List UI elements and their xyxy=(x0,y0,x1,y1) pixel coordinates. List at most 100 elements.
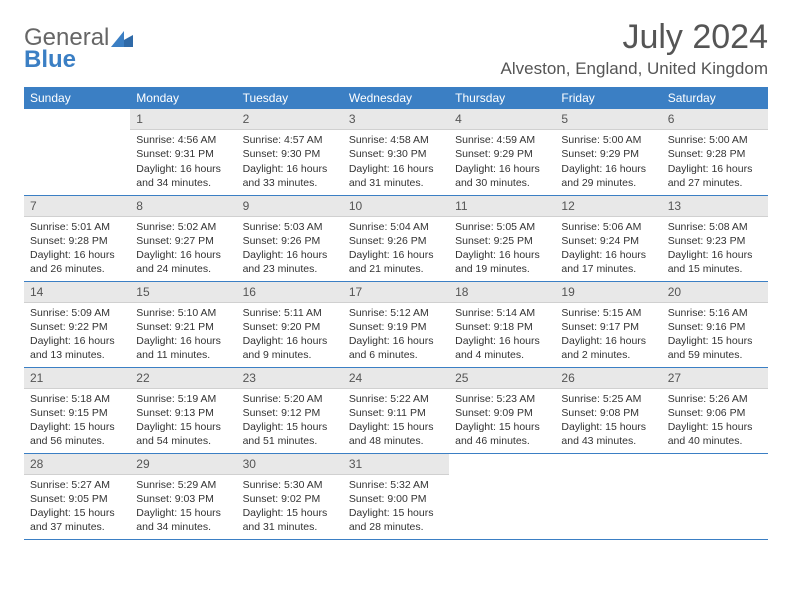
sunrise-text: Sunrise: 5:22 AM xyxy=(349,392,443,406)
day-body: Sunrise: 5:16 AMSunset: 9:16 PMDaylight:… xyxy=(662,303,768,367)
day-number: 16 xyxy=(237,282,343,303)
day-body: Sunrise: 5:18 AMSunset: 9:15 PMDaylight:… xyxy=(24,389,130,453)
day-body: Sunrise: 5:19 AMSunset: 9:13 PMDaylight:… xyxy=(130,389,236,453)
day-body: Sunrise: 5:27 AMSunset: 9:05 PMDaylight:… xyxy=(24,475,130,539)
sunset-text: Sunset: 9:09 PM xyxy=(455,406,549,420)
day-body: Sunrise: 5:14 AMSunset: 9:18 PMDaylight:… xyxy=(449,303,555,367)
day-number: 14 xyxy=(24,282,130,303)
sunrise-text: Sunrise: 5:09 AM xyxy=(30,306,124,320)
day-number: 18 xyxy=(449,282,555,303)
day-number: 2 xyxy=(237,109,343,130)
day-body: Sunrise: 5:01 AMSunset: 9:28 PMDaylight:… xyxy=(24,217,130,281)
day-cell: 21Sunrise: 5:18 AMSunset: 9:15 PMDayligh… xyxy=(24,367,130,453)
sunrise-text: Sunrise: 5:11 AM xyxy=(243,306,337,320)
day-cell: 19Sunrise: 5:15 AMSunset: 9:17 PMDayligh… xyxy=(555,281,661,367)
daylight-text: Daylight: 15 hours and 43 minutes. xyxy=(561,420,655,448)
header: GeneralBlue July 2024 Alveston, England,… xyxy=(24,18,768,79)
sunset-text: Sunset: 9:27 PM xyxy=(136,234,230,248)
sunrise-text: Sunrise: 4:58 AM xyxy=(349,133,443,147)
day-cell: 27Sunrise: 5:26 AMSunset: 9:06 PMDayligh… xyxy=(662,367,768,453)
daylight-text: Daylight: 16 hours and 19 minutes. xyxy=(455,248,549,276)
day-body: Sunrise: 5:12 AMSunset: 9:19 PMDaylight:… xyxy=(343,303,449,367)
daylight-text: Daylight: 15 hours and 56 minutes. xyxy=(30,420,124,448)
daylight-text: Daylight: 16 hours and 2 minutes. xyxy=(561,334,655,362)
day-cell: 15Sunrise: 5:10 AMSunset: 9:21 PMDayligh… xyxy=(130,281,236,367)
day-number: 29 xyxy=(130,454,236,475)
day-number: 23 xyxy=(237,368,343,389)
sunset-text: Sunset: 9:15 PM xyxy=(30,406,124,420)
day-cell: 10Sunrise: 5:04 AMSunset: 9:26 PMDayligh… xyxy=(343,195,449,281)
day-cell xyxy=(662,453,768,539)
daylight-text: Daylight: 15 hours and 59 minutes. xyxy=(668,334,762,362)
day-cell: 17Sunrise: 5:12 AMSunset: 9:19 PMDayligh… xyxy=(343,281,449,367)
day-header: Saturday xyxy=(662,87,768,109)
day-number: 6 xyxy=(662,109,768,130)
calendar-week-row: 14Sunrise: 5:09 AMSunset: 9:22 PMDayligh… xyxy=(24,281,768,367)
daylight-text: Daylight: 16 hours and 23 minutes. xyxy=(243,248,337,276)
day-cell: 23Sunrise: 5:20 AMSunset: 9:12 PMDayligh… xyxy=(237,367,343,453)
day-number: 4 xyxy=(449,109,555,130)
daylight-text: Daylight: 15 hours and 46 minutes. xyxy=(455,420,549,448)
day-number: 13 xyxy=(662,196,768,217)
daylight-text: Daylight: 16 hours and 26 minutes. xyxy=(30,248,124,276)
day-body: Sunrise: 5:06 AMSunset: 9:24 PMDaylight:… xyxy=(555,217,661,281)
sunset-text: Sunset: 9:11 PM xyxy=(349,406,443,420)
sunrise-text: Sunrise: 5:16 AM xyxy=(668,306,762,320)
day-body: Sunrise: 5:02 AMSunset: 9:27 PMDaylight:… xyxy=(130,217,236,281)
day-number: 12 xyxy=(555,196,661,217)
sunset-text: Sunset: 9:22 PM xyxy=(30,320,124,334)
daylight-text: Daylight: 16 hours and 31 minutes. xyxy=(349,162,443,190)
sunset-text: Sunset: 9:20 PM xyxy=(243,320,337,334)
day-body: Sunrise: 5:03 AMSunset: 9:26 PMDaylight:… xyxy=(237,217,343,281)
day-number: 3 xyxy=(343,109,449,130)
calendar-body: 1Sunrise: 4:56 AMSunset: 9:31 PMDaylight… xyxy=(24,109,768,539)
day-header: Monday xyxy=(130,87,236,109)
day-number: 1 xyxy=(130,109,236,130)
day-number: 26 xyxy=(555,368,661,389)
day-body: Sunrise: 5:25 AMSunset: 9:08 PMDaylight:… xyxy=(555,389,661,453)
sunset-text: Sunset: 9:30 PM xyxy=(243,147,337,161)
day-cell: 24Sunrise: 5:22 AMSunset: 9:11 PMDayligh… xyxy=(343,367,449,453)
sunrise-text: Sunrise: 5:25 AM xyxy=(561,392,655,406)
sunset-text: Sunset: 9:28 PM xyxy=(30,234,124,248)
sunset-text: Sunset: 9:05 PM xyxy=(30,492,124,506)
daylight-text: Daylight: 16 hours and 4 minutes. xyxy=(455,334,549,362)
day-body: Sunrise: 4:58 AMSunset: 9:30 PMDaylight:… xyxy=(343,130,449,194)
day-cell: 6 Sunrise: 5:00 AMSunset: 9:28 PMDaylight… xyxy=(662,109,768,195)
brand-icon xyxy=(111,26,133,53)
day-body: Sunrise: 5:32 AMSunset: 9:00 PMDaylight:… xyxy=(343,475,449,539)
sunrise-text: Sunrise: 5:01 AM xyxy=(30,220,124,234)
day-number: 24 xyxy=(343,368,449,389)
sunset-text: Sunset: 9:24 PM xyxy=(561,234,655,248)
daylight-text: Daylight: 16 hours and 11 minutes. xyxy=(136,334,230,362)
location: Alveston, England, United Kingdom xyxy=(501,59,768,79)
sunrise-text: Sunrise: 5:20 AM xyxy=(243,392,337,406)
sunrise-text: Sunrise: 5:04 AM xyxy=(349,220,443,234)
daylight-text: Daylight: 16 hours and 24 minutes. xyxy=(136,248,230,276)
day-body: Sunrise: 4:57 AMSunset: 9:30 PMDaylight:… xyxy=(237,130,343,194)
sunset-text: Sunset: 9:26 PM xyxy=(349,234,443,248)
day-body: Sunrise: 5:05 AMSunset: 9:25 PMDaylight:… xyxy=(449,217,555,281)
day-cell: 3Sunrise: 4:58 AMSunset: 9:30 PMDaylight… xyxy=(343,109,449,195)
daylight-text: Daylight: 15 hours and 34 minutes. xyxy=(136,506,230,534)
calendar-week-row: 7Sunrise: 5:01 AMSunset: 9:28 PMDaylight… xyxy=(24,195,768,281)
day-cell: 22Sunrise: 5:19 AMSunset: 9:13 PMDayligh… xyxy=(130,367,236,453)
sunset-text: Sunset: 9:28 PM xyxy=(668,147,762,161)
daylight-text: Daylight: 16 hours and 34 minutes. xyxy=(136,162,230,190)
sunrise-text: Sunrise: 5:15 AM xyxy=(561,306,655,320)
sunset-text: Sunset: 9:29 PM xyxy=(561,147,655,161)
daylight-text: Daylight: 15 hours and 31 minutes. xyxy=(243,506,337,534)
sunrise-text: Sunrise: 5:00 AM xyxy=(668,133,762,147)
sunrise-text: Sunrise: 5:27 AM xyxy=(30,478,124,492)
daylight-text: Daylight: 15 hours and 51 minutes. xyxy=(243,420,337,448)
sunset-text: Sunset: 9:29 PM xyxy=(455,147,549,161)
daylight-text: Daylight: 16 hours and 27 minutes. xyxy=(668,162,762,190)
sunset-text: Sunset: 9:30 PM xyxy=(349,147,443,161)
day-number: 25 xyxy=(449,368,555,389)
day-number: 31 xyxy=(343,454,449,475)
sunrise-text: Sunrise: 5:18 AM xyxy=(30,392,124,406)
daylight-text: Daylight: 16 hours and 33 minutes. xyxy=(243,162,337,190)
day-cell: 11Sunrise: 5:05 AMSunset: 9:25 PMDayligh… xyxy=(449,195,555,281)
day-body: Sunrise: 5:09 AMSunset: 9:22 PMDaylight:… xyxy=(24,303,130,367)
day-body: Sunrise: 5:00 AMSunset: 9:29 PMDaylight:… xyxy=(555,130,661,194)
